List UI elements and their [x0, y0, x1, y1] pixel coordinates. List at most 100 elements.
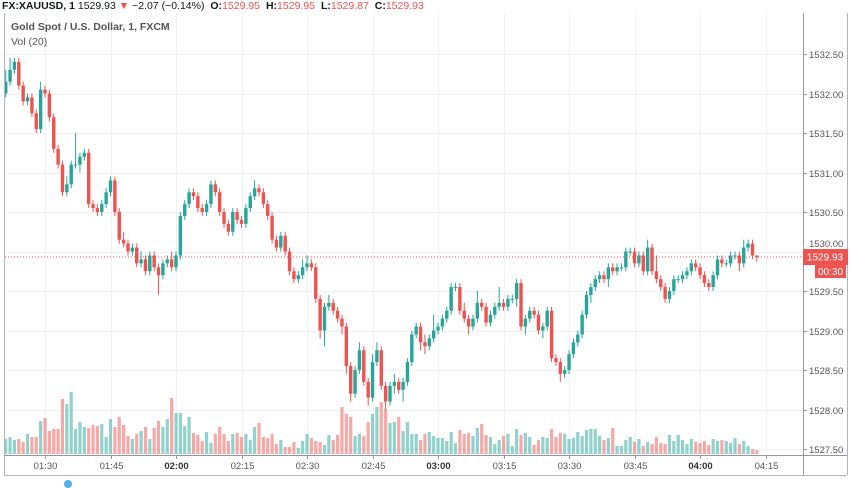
- volume-bar: [87, 428, 91, 454]
- low-value: 1529.87: [330, 0, 369, 12]
- volume-bar: [174, 413, 178, 454]
- series-title[interactable]: Gold Spot / U.S. Dollar, 1, FXCM: [11, 21, 170, 33]
- volume-bar: [309, 438, 313, 454]
- volume-bar: [667, 435, 672, 454]
- candle-body: [480, 302, 484, 307]
- volume-bar: [637, 439, 641, 454]
- volume-bar: [226, 441, 231, 454]
- candle-body: [344, 326, 349, 367]
- volume-bar: [170, 398, 174, 454]
- candle-body: [410, 334, 414, 363]
- volume-bar: [191, 433, 196, 454]
- candle-body: [100, 204, 104, 212]
- volume-bar: [366, 422, 370, 454]
- volume-bar: [266, 438, 270, 454]
- volume-bar: [589, 429, 593, 454]
- candle-body: [231, 212, 235, 232]
- candle-body: [676, 279, 680, 281]
- candle-body: [449, 287, 453, 311]
- volume-bar: [746, 446, 750, 454]
- price-tick-label: 1532.50: [809, 50, 843, 61]
- volume-bar: [729, 443, 733, 454]
- candle-body: [493, 306, 497, 315]
- price-tick-label: 1531.00: [809, 169, 843, 180]
- close-label: C:: [374, 0, 386, 12]
- volume-bar: [283, 447, 287, 454]
- candle-body: [252, 188, 257, 197]
- volume-bar: [750, 449, 755, 454]
- candle-body: [309, 263, 314, 268]
- volume-bar: [25, 434, 30, 454]
- candle-body: [357, 350, 362, 370]
- candle-body: [86, 152, 91, 205]
- volume-bar: [95, 426, 100, 454]
- volume-bar: [602, 440, 606, 454]
- candle-body: [383, 385, 388, 402]
- volume-bar: [353, 436, 357, 454]
- candles: [4, 57, 759, 410]
- candle-body: [405, 362, 410, 382]
- candle-body: [755, 255, 759, 258]
- price-tick-label: 1530.50: [809, 208, 843, 219]
- candle-body: [200, 208, 204, 212]
- candle-body: [641, 255, 645, 272]
- candle-body: [501, 302, 506, 307]
- volume-bar: [56, 429, 60, 454]
- volume-bar: [619, 446, 624, 454]
- candle-body: [728, 255, 733, 264]
- candle-body: [43, 89, 47, 94]
- volume-bar: [410, 434, 414, 454]
- volume-bar: [453, 443, 458, 454]
- volume-bar: [567, 439, 571, 454]
- candle-body: [95, 208, 100, 212]
- volume-bar: [733, 438, 737, 454]
- candle-body: [148, 255, 152, 272]
- candle-body: [510, 298, 514, 300]
- volume-bar: [362, 436, 366, 454]
- candle-body: [239, 219, 244, 224]
- volume-bar: [287, 447, 292, 454]
- candle-body: [746, 243, 750, 248]
- volume-bar: [143, 427, 148, 454]
- volume-bar: [204, 432, 209, 454]
- volume-bar: [646, 442, 650, 454]
- volume-bar: [104, 437, 108, 454]
- candle-body: [584, 294, 589, 315]
- volume-bar: [571, 438, 576, 454]
- volume-bar: [69, 392, 73, 454]
- volume-bar: [8, 437, 12, 454]
- volume-bar: [108, 419, 113, 454]
- candle-body: [217, 192, 222, 212]
- price-axis[interactable]: 1532.50 1532.00 1531.50 1531.00 1530.50 1530.…: [803, 50, 843, 456]
- volume-indicator-label[interactable]: Vol (20): [11, 36, 48, 48]
- candle-body: [742, 247, 746, 264]
- volume-bar: [440, 438, 444, 454]
- candle-body: [30, 97, 34, 114]
- price-change: −2.07 (−0.14%): [132, 0, 205, 12]
- volume-bar: [501, 436, 506, 454]
- candle-body: [698, 267, 702, 276]
- volume-bar: [593, 429, 597, 454]
- time-tick-label: 04:00: [688, 461, 712, 472]
- last-price-value: 1529.93: [807, 253, 844, 264]
- time-tick-label: 04:15: [755, 461, 779, 472]
- volume-bar: [689, 439, 693, 454]
- candle-body: [270, 215, 274, 240]
- volume-bar: [405, 422, 410, 454]
- volume-bar: [161, 427, 165, 454]
- candle-body: [69, 164, 73, 185]
- candle-body: [645, 247, 650, 272]
- volume-bar: [253, 427, 257, 454]
- candle-body: [322, 306, 327, 331]
- candle-body: [191, 192, 196, 197]
- candle-body: [436, 326, 440, 331]
- candle-body: [335, 310, 340, 319]
- time-axis[interactable]: 01:30 01:45 02:00 02:15 02:30 02:45 03:00 03:15…: [34, 455, 779, 472]
- candle-body: [724, 263, 728, 265]
- volume-bar: [436, 438, 440, 454]
- volume-bar: [624, 440, 628, 454]
- candle-body: [196, 196, 200, 209]
- volume-bar: [558, 433, 562, 454]
- volume-bar: [218, 427, 222, 454]
